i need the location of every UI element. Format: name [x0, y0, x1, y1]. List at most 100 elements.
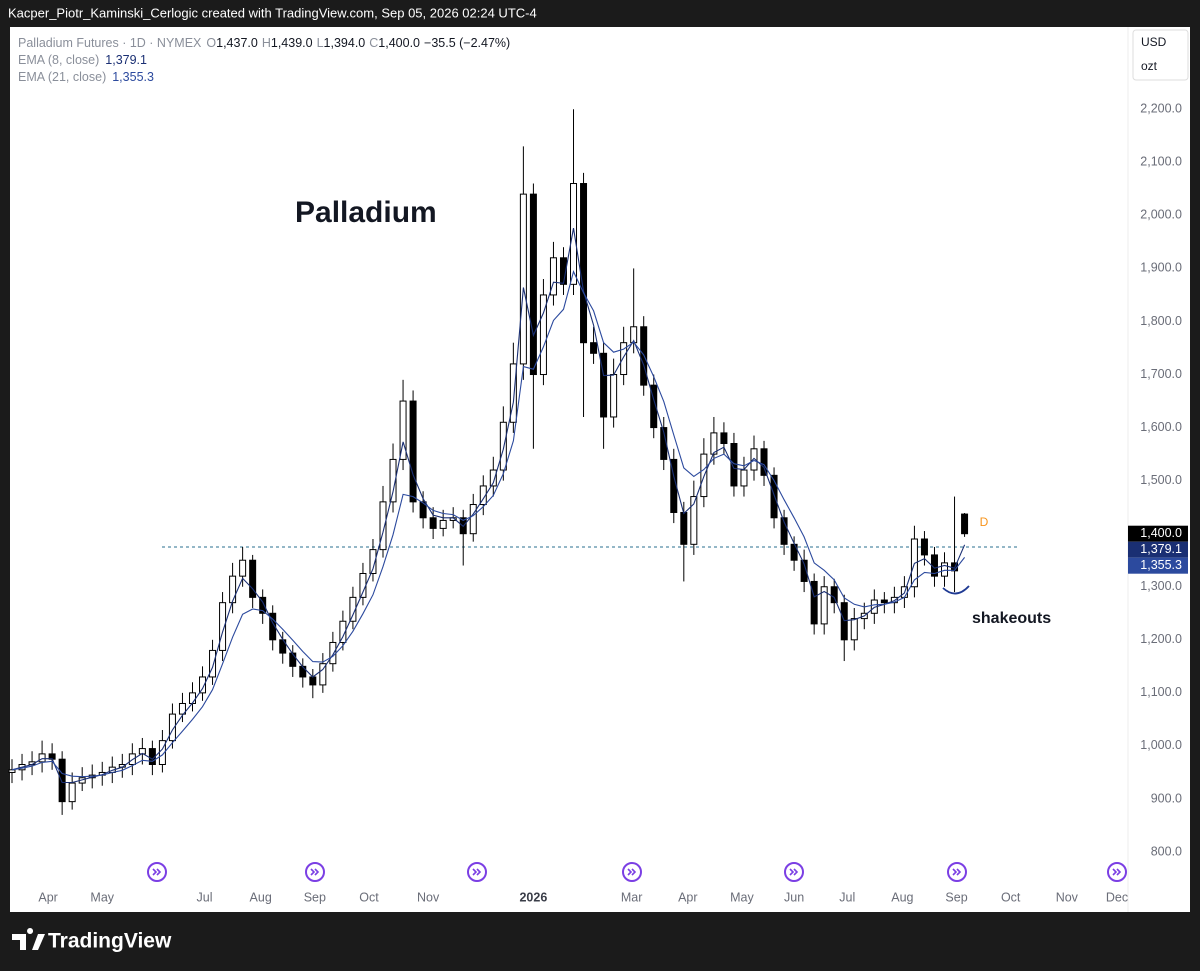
y-tick-label: 1,700.0	[1140, 367, 1182, 381]
price-tag-label: 1,400.0	[1140, 526, 1182, 540]
candle-body	[690, 496, 698, 545]
x-tick-label: Nov	[417, 890, 440, 904]
candle-body	[259, 596, 267, 614]
y-tick-label: 1,500.0	[1140, 473, 1182, 487]
candle-body	[249, 559, 257, 598]
legend-key: L	[317, 36, 324, 50]
candle-body	[760, 448, 768, 476]
price-tag	[1128, 525, 1188, 542]
candle-body	[740, 469, 748, 487]
ema-legend: EMA (21, close) 1,355.3	[18, 70, 154, 84]
candle-body	[549, 257, 557, 296]
candle-body	[409, 400, 417, 503]
candle-body	[479, 485, 487, 506]
y-tick-label: 1,300.0	[1140, 579, 1182, 593]
attribution: Kacper_Piotr_Kaminski_Cerlogic created w…	[8, 5, 537, 20]
ema-value: 1,355.3	[112, 70, 154, 84]
y-tick-label: 2,100.0	[1140, 155, 1182, 169]
ema-line	[11, 270, 966, 778]
ema-line	[11, 228, 966, 784]
candle-body	[429, 517, 437, 529]
annotation: shakeouts	[972, 610, 1051, 627]
y-tick-label: 2,000.0	[1140, 208, 1182, 222]
candle-body	[229, 575, 237, 604]
chart-area	[10, 27, 1190, 912]
x-tick-label: Apr	[678, 890, 697, 904]
x-tick-label: Aug	[891, 890, 913, 904]
candle-body	[219, 602, 227, 651]
y-tick-label: 1,100.0	[1140, 685, 1182, 699]
candle-body	[188, 692, 196, 704]
y-tick-label: 1,200.0	[1140, 632, 1182, 646]
legend-change: −35.5 (−2.47%)	[424, 36, 510, 50]
candle-body	[399, 400, 407, 460]
candle-body	[570, 183, 578, 285]
x-tick-label: Jun	[784, 890, 804, 904]
candle-body	[489, 469, 497, 487]
candle-body	[850, 618, 858, 641]
ema-legend: EMA (8, close) 1,379.1	[18, 53, 147, 67]
candle-body	[710, 432, 718, 455]
currency: USD	[1141, 35, 1167, 49]
x-tick-label: May	[90, 890, 114, 904]
brand: TradingView	[48, 930, 172, 953]
candle-body	[720, 432, 728, 445]
candle-body	[68, 782, 76, 803]
candle-body	[419, 501, 427, 519]
candle-body	[58, 758, 66, 803]
candle-body	[941, 562, 949, 577]
x-tick-label: Jul	[197, 890, 213, 904]
candle-body	[269, 612, 277, 641]
y-tick-label: 1,000.0	[1140, 738, 1182, 752]
candle-body	[539, 294, 547, 376]
x-tick-label: May	[730, 890, 754, 904]
candle-body	[469, 504, 477, 535]
legend-value: 1,437.0	[216, 36, 258, 50]
x-tick-label: Sep	[945, 890, 967, 904]
legend-symbol: Palladium Futures · 1D · NYMEX	[18, 36, 202, 50]
legend-value: 1,400.0	[378, 36, 420, 50]
candle-body	[920, 538, 928, 556]
event-icon-arrow	[1112, 868, 1122, 876]
candle-body	[600, 352, 608, 418]
x-tick-label: Jul	[839, 890, 855, 904]
x-tick-label: Aug	[250, 890, 272, 904]
event-icon-arrow	[310, 868, 320, 876]
candle-body	[329, 641, 337, 665]
y-tick-label: 2,200.0	[1140, 102, 1182, 116]
legend-value: 1,439.0	[271, 36, 313, 50]
event-icon-arrow	[627, 868, 637, 876]
candle-body	[439, 519, 447, 529]
price-tag	[1128, 541, 1188, 558]
x-tick-label: Mar	[621, 890, 643, 904]
ema-name: EMA (8, close)	[18, 53, 99, 67]
price-tag-label: 1,355.3	[1140, 558, 1182, 572]
candle-body	[38, 753, 46, 763]
y-tick-label: 1,600.0	[1140, 420, 1182, 434]
x-tick-label: 2026	[519, 890, 547, 904]
ema-value: 1,379.1	[105, 53, 147, 67]
logo-mark	[12, 928, 45, 950]
y-tick-label: 800.0	[1151, 844, 1182, 858]
candle-body	[830, 586, 838, 604]
candle-body	[178, 702, 186, 715]
candle-body	[770, 474, 778, 519]
candle-body	[239, 559, 247, 577]
candle-body	[650, 384, 658, 429]
candle-body	[590, 342, 598, 354]
annotation-arc	[942, 585, 970, 595]
candle-body	[620, 342, 628, 376]
x-tick-label: Oct	[359, 890, 379, 904]
marker: D	[980, 515, 989, 529]
candle-body	[319, 663, 327, 686]
candle-body	[800, 559, 808, 582]
x-tick-label: Nov	[1056, 890, 1079, 904]
x-tick-label: Dec	[1106, 890, 1128, 904]
event-icon-arrow	[789, 868, 799, 876]
candle-body	[359, 572, 367, 598]
candle-body	[168, 713, 176, 742]
price-tag	[1128, 557, 1188, 574]
unit-box	[1132, 29, 1189, 81]
